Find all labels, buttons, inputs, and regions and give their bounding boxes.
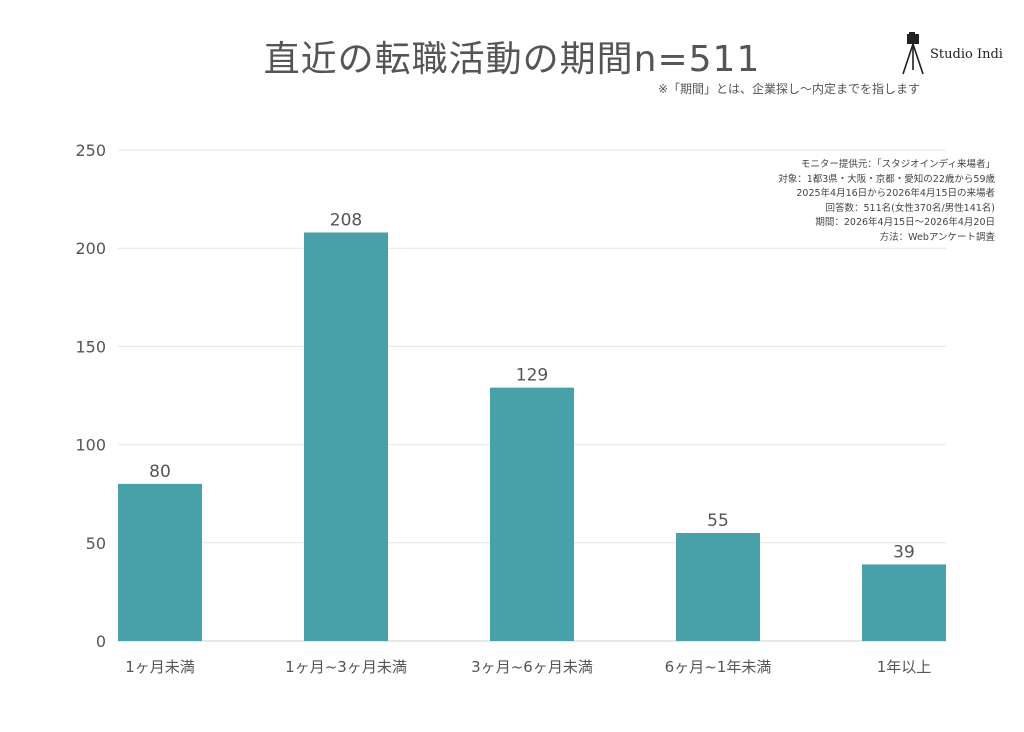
x-tick-label: 3ヶ月~6ヶ月未満	[471, 658, 593, 676]
source-line: 2025年4月16日から2026年4月15日の来場者	[796, 188, 995, 199]
bar	[118, 483, 202, 641]
data-label: 129	[516, 366, 548, 386]
data-labels: 80 208 129 55 39	[149, 210, 915, 562]
bar	[676, 532, 760, 641]
y-tick-label: 200	[75, 239, 106, 258]
data-label: 208	[330, 210, 362, 230]
bar	[304, 232, 388, 641]
bars	[118, 232, 946, 641]
data-label: 39	[893, 542, 915, 562]
source-line: モニター提供元：「スタジオインディ来場者」	[800, 159, 995, 170]
y-tick-label: 250	[75, 141, 106, 160]
data-label: 55	[707, 511, 729, 531]
period-note: ※「期間」とは、企業探し〜内定までを指します	[657, 82, 920, 96]
brand-logo: Studio Indi	[900, 32, 1003, 76]
source-notes: モニター提供元：「スタジオインディ来場者」 対象：1都3県・大阪・京都・愛知の2…	[660, 158, 995, 245]
chart-title-wrap: 直近の転職活動の期間n=511	[0, 30, 1024, 82]
source-line: 回答数：511名(女性370名/男性141名)	[825, 202, 995, 214]
source-line: 期間：2026年4月15日〜2026年4月20日	[815, 217, 995, 228]
sample-size: n=511	[633, 39, 761, 80]
source-line: 方法：Webアンケート調査	[879, 231, 995, 243]
y-tick-label: 0	[96, 632, 106, 651]
x-tick-label: 1年以上	[877, 658, 932, 676]
y-tick-label: 150	[75, 337, 106, 356]
y-axis-ticks: 0 50 100 150 200 250	[75, 141, 106, 651]
x-tick-label: 6ヶ月~1年未満	[665, 658, 772, 676]
chart-title: 直近の転職活動の期間	[263, 39, 634, 80]
source-line: 対象：1都3県・大阪・京都・愛知の22歳から59歳	[778, 173, 995, 185]
bar	[490, 387, 574, 641]
x-axis-ticks: 1ヶ月未満 1ヶ月~3ヶ月未満 3ヶ月~6ヶ月未満 6ヶ月~1年未満 1年以上	[125, 658, 931, 676]
brand-name: Studio Indi	[930, 46, 1003, 62]
y-tick-label: 100	[75, 436, 106, 455]
bar	[862, 564, 946, 641]
x-tick-label: 1ヶ月~3ヶ月未満	[285, 658, 407, 676]
y-tick-label: 50	[86, 534, 106, 553]
camera-tripod-icon	[902, 32, 924, 75]
data-label: 80	[149, 462, 171, 482]
x-tick-label: 1ヶ月未満	[125, 658, 195, 676]
